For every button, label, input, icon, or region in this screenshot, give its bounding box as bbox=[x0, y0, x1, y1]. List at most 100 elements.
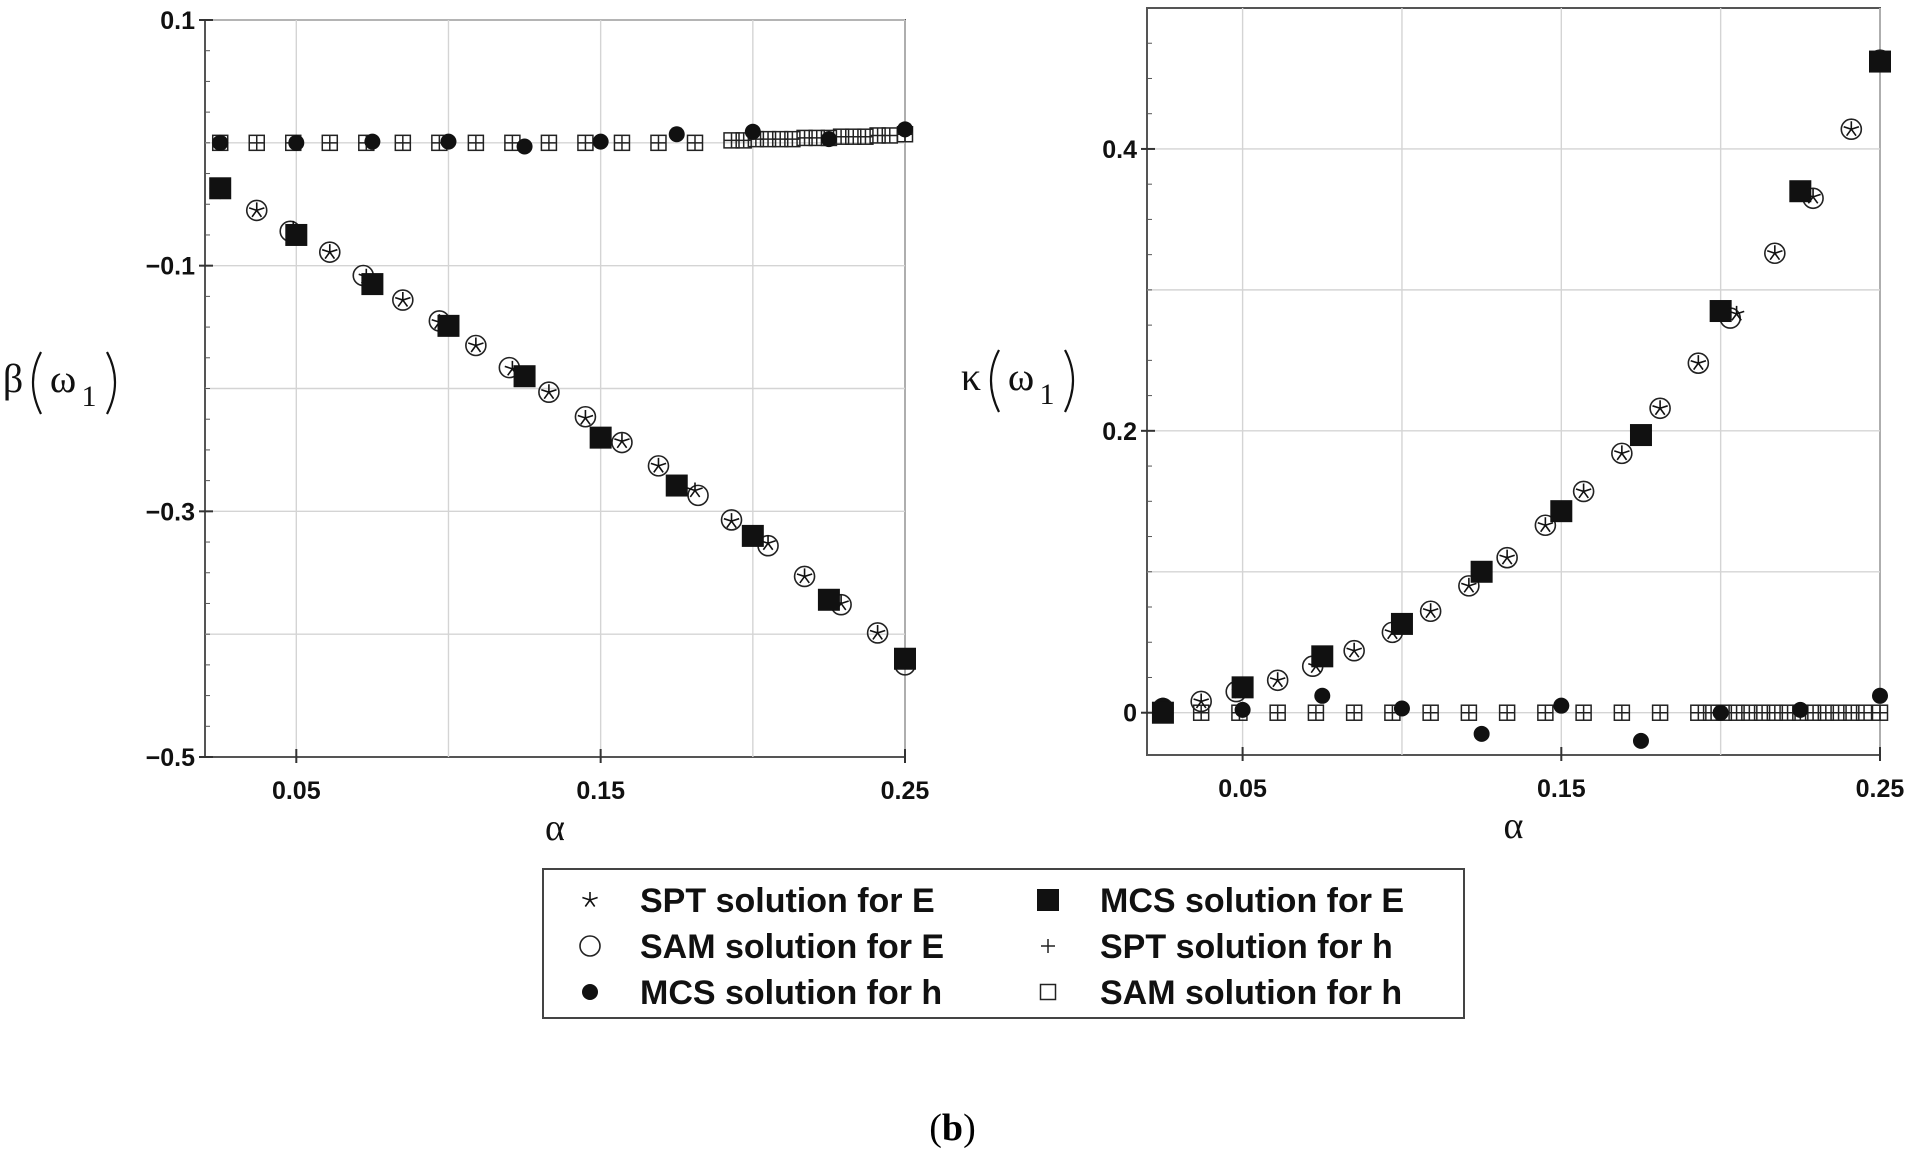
legend-label-text: solution for h bbox=[1166, 928, 1393, 966]
data-point-sam-e bbox=[720, 509, 743, 531]
figure-caption: (b) bbox=[929, 1107, 976, 1149]
data-point-mcs-h bbox=[516, 138, 533, 155]
legend-symbol-square-filled bbox=[1037, 889, 1059, 911]
data-point-sam-e bbox=[1343, 639, 1365, 662]
y-tick-label: 0.1 bbox=[160, 7, 195, 35]
data-point-spt-e bbox=[1537, 517, 1554, 533]
y-axis-paren-open bbox=[989, 349, 1000, 413]
legend-box bbox=[542, 868, 1465, 1019]
y-axis-subscript: 1 bbox=[1040, 378, 1055, 411]
data-point-spt-h bbox=[785, 132, 800, 147]
data-point-spt-h bbox=[736, 133, 751, 148]
y-tick-label: −0.5 bbox=[146, 744, 195, 772]
data-point-sam-e bbox=[392, 289, 414, 311]
data-point-mcs-h bbox=[1792, 701, 1809, 718]
data-point-spt-e bbox=[1690, 355, 1707, 371]
legend-label-text: solution for E bbox=[706, 882, 935, 920]
data-point-spt-e bbox=[1346, 642, 1363, 658]
data-point-mcs-h bbox=[897, 121, 913, 138]
data-point-sam-e bbox=[1534, 514, 1557, 537]
x-axis-label: α bbox=[545, 807, 565, 849]
data-point-mcs-e bbox=[1709, 300, 1732, 323]
data-point-spt-h bbox=[1347, 705, 1362, 720]
data-point-spt-h bbox=[578, 135, 593, 150]
data-point-spt-e bbox=[1575, 483, 1592, 499]
data-point-spt-h bbox=[688, 135, 702, 150]
data-point-mcs-e bbox=[437, 314, 460, 337]
legend-symbol-square-open bbox=[1039, 983, 1057, 1001]
data-point-spt-e bbox=[1193, 693, 1210, 709]
data-point-mcs-e bbox=[817, 588, 840, 611]
data-point-sam-e bbox=[1419, 600, 1442, 623]
data-point-spt-e bbox=[1461, 577, 1477, 593]
data-point-spt-h bbox=[1857, 705, 1872, 720]
legend-entry: SAM solution for E bbox=[579, 928, 944, 966]
legend-label-method: SAM bbox=[640, 928, 716, 966]
data-point-sam-e bbox=[1840, 118, 1863, 141]
x-tick-label: 0.05 bbox=[272, 777, 321, 805]
data-point-spt-e bbox=[833, 595, 849, 611]
legend-entry: SAM solution for h bbox=[1039, 974, 1402, 1012]
data-point-sam-e bbox=[687, 484, 709, 507]
data-point-spt-h bbox=[1873, 705, 1887, 720]
legend-label: SAM solution for h bbox=[1100, 974, 1402, 1012]
y-axis-paren-close bbox=[1064, 349, 1075, 413]
data-point-mcs-e bbox=[1629, 424, 1652, 447]
data-point-sam-h bbox=[613, 134, 631, 152]
data-point-sam-e bbox=[866, 622, 889, 644]
chart-panel-2: 0.4 0.2 0 0.05 0.15 0.25 α κ ω 1 bbox=[961, 7, 1904, 847]
data-point-mcs-h bbox=[1872, 687, 1888, 704]
data-point-mcs-h bbox=[1314, 687, 1331, 704]
data-point-mcs-h bbox=[820, 131, 837, 148]
y-axis-variable: ω bbox=[1008, 354, 1034, 399]
data-point-sam-e bbox=[1764, 242, 1786, 265]
data-point-spt-e bbox=[1422, 603, 1439, 619]
y-axis-variable: ω bbox=[50, 356, 76, 401]
legend-label-method: SPT bbox=[640, 882, 706, 920]
data-point-spt-h bbox=[1614, 705, 1629, 720]
data-point-mcs-h bbox=[1393, 700, 1410, 717]
data-point-spt-h bbox=[249, 135, 264, 150]
x-axis-label: α bbox=[1504, 805, 1524, 847]
data-point-spt-h bbox=[1500, 705, 1515, 720]
x-tick-label: 0.15 bbox=[576, 777, 625, 805]
data-point-spt-e bbox=[1728, 305, 1745, 321]
data-point-mcs-h bbox=[1553, 697, 1570, 714]
data-point-mcs-e bbox=[1311, 645, 1334, 668]
data-point-sam-h bbox=[1345, 704, 1363, 721]
data-point-sam-e bbox=[1572, 480, 1595, 503]
data-point-sam-h bbox=[394, 134, 412, 152]
plot-area bbox=[1146, 7, 1881, 756]
data-point-spt-e bbox=[760, 535, 776, 551]
legend-symbol-star bbox=[582, 892, 598, 907]
data-point-sam-e bbox=[1190, 690, 1212, 713]
data-point-sam-e bbox=[1687, 352, 1710, 374]
legend-label-method: SAM bbox=[1100, 974, 1176, 1012]
data-point-spt-h bbox=[1423, 705, 1438, 720]
data-point-spt-h bbox=[1538, 705, 1553, 720]
y-tick-label: 0 bbox=[1123, 700, 1137, 728]
data-point-spt-h bbox=[761, 132, 776, 147]
x-tick-label: 0.15 bbox=[1537, 775, 1586, 803]
data-point-sam-h bbox=[1575, 704, 1592, 721]
data-point-spt-h bbox=[541, 135, 556, 150]
data-point-spt-h bbox=[1194, 705, 1209, 720]
data-point-sam-e bbox=[1611, 442, 1633, 465]
legend-label: MCS solution for E bbox=[1100, 882, 1404, 920]
data-point-spt-e bbox=[541, 384, 557, 400]
data-point-spt-h bbox=[797, 130, 812, 145]
data-point-spt-h bbox=[1767, 705, 1782, 720]
data-point-spt-e bbox=[614, 433, 630, 449]
data-point-sam-h bbox=[1651, 704, 1669, 721]
data-point-mcs-h bbox=[1473, 725, 1490, 742]
data-point-spt-h bbox=[468, 135, 483, 150]
data-point-sam-h bbox=[1537, 704, 1554, 721]
data-point-sam-h bbox=[1307, 704, 1325, 721]
data-point-mcs-e bbox=[1869, 50, 1891, 73]
data-point-sam-e bbox=[465, 334, 487, 357]
y-tick-label: 0.4 bbox=[1102, 136, 1137, 164]
data-point-spt-e bbox=[650, 457, 667, 473]
data-point-sam-e bbox=[1266, 669, 1289, 692]
data-point-spt-e bbox=[1843, 121, 1860, 137]
